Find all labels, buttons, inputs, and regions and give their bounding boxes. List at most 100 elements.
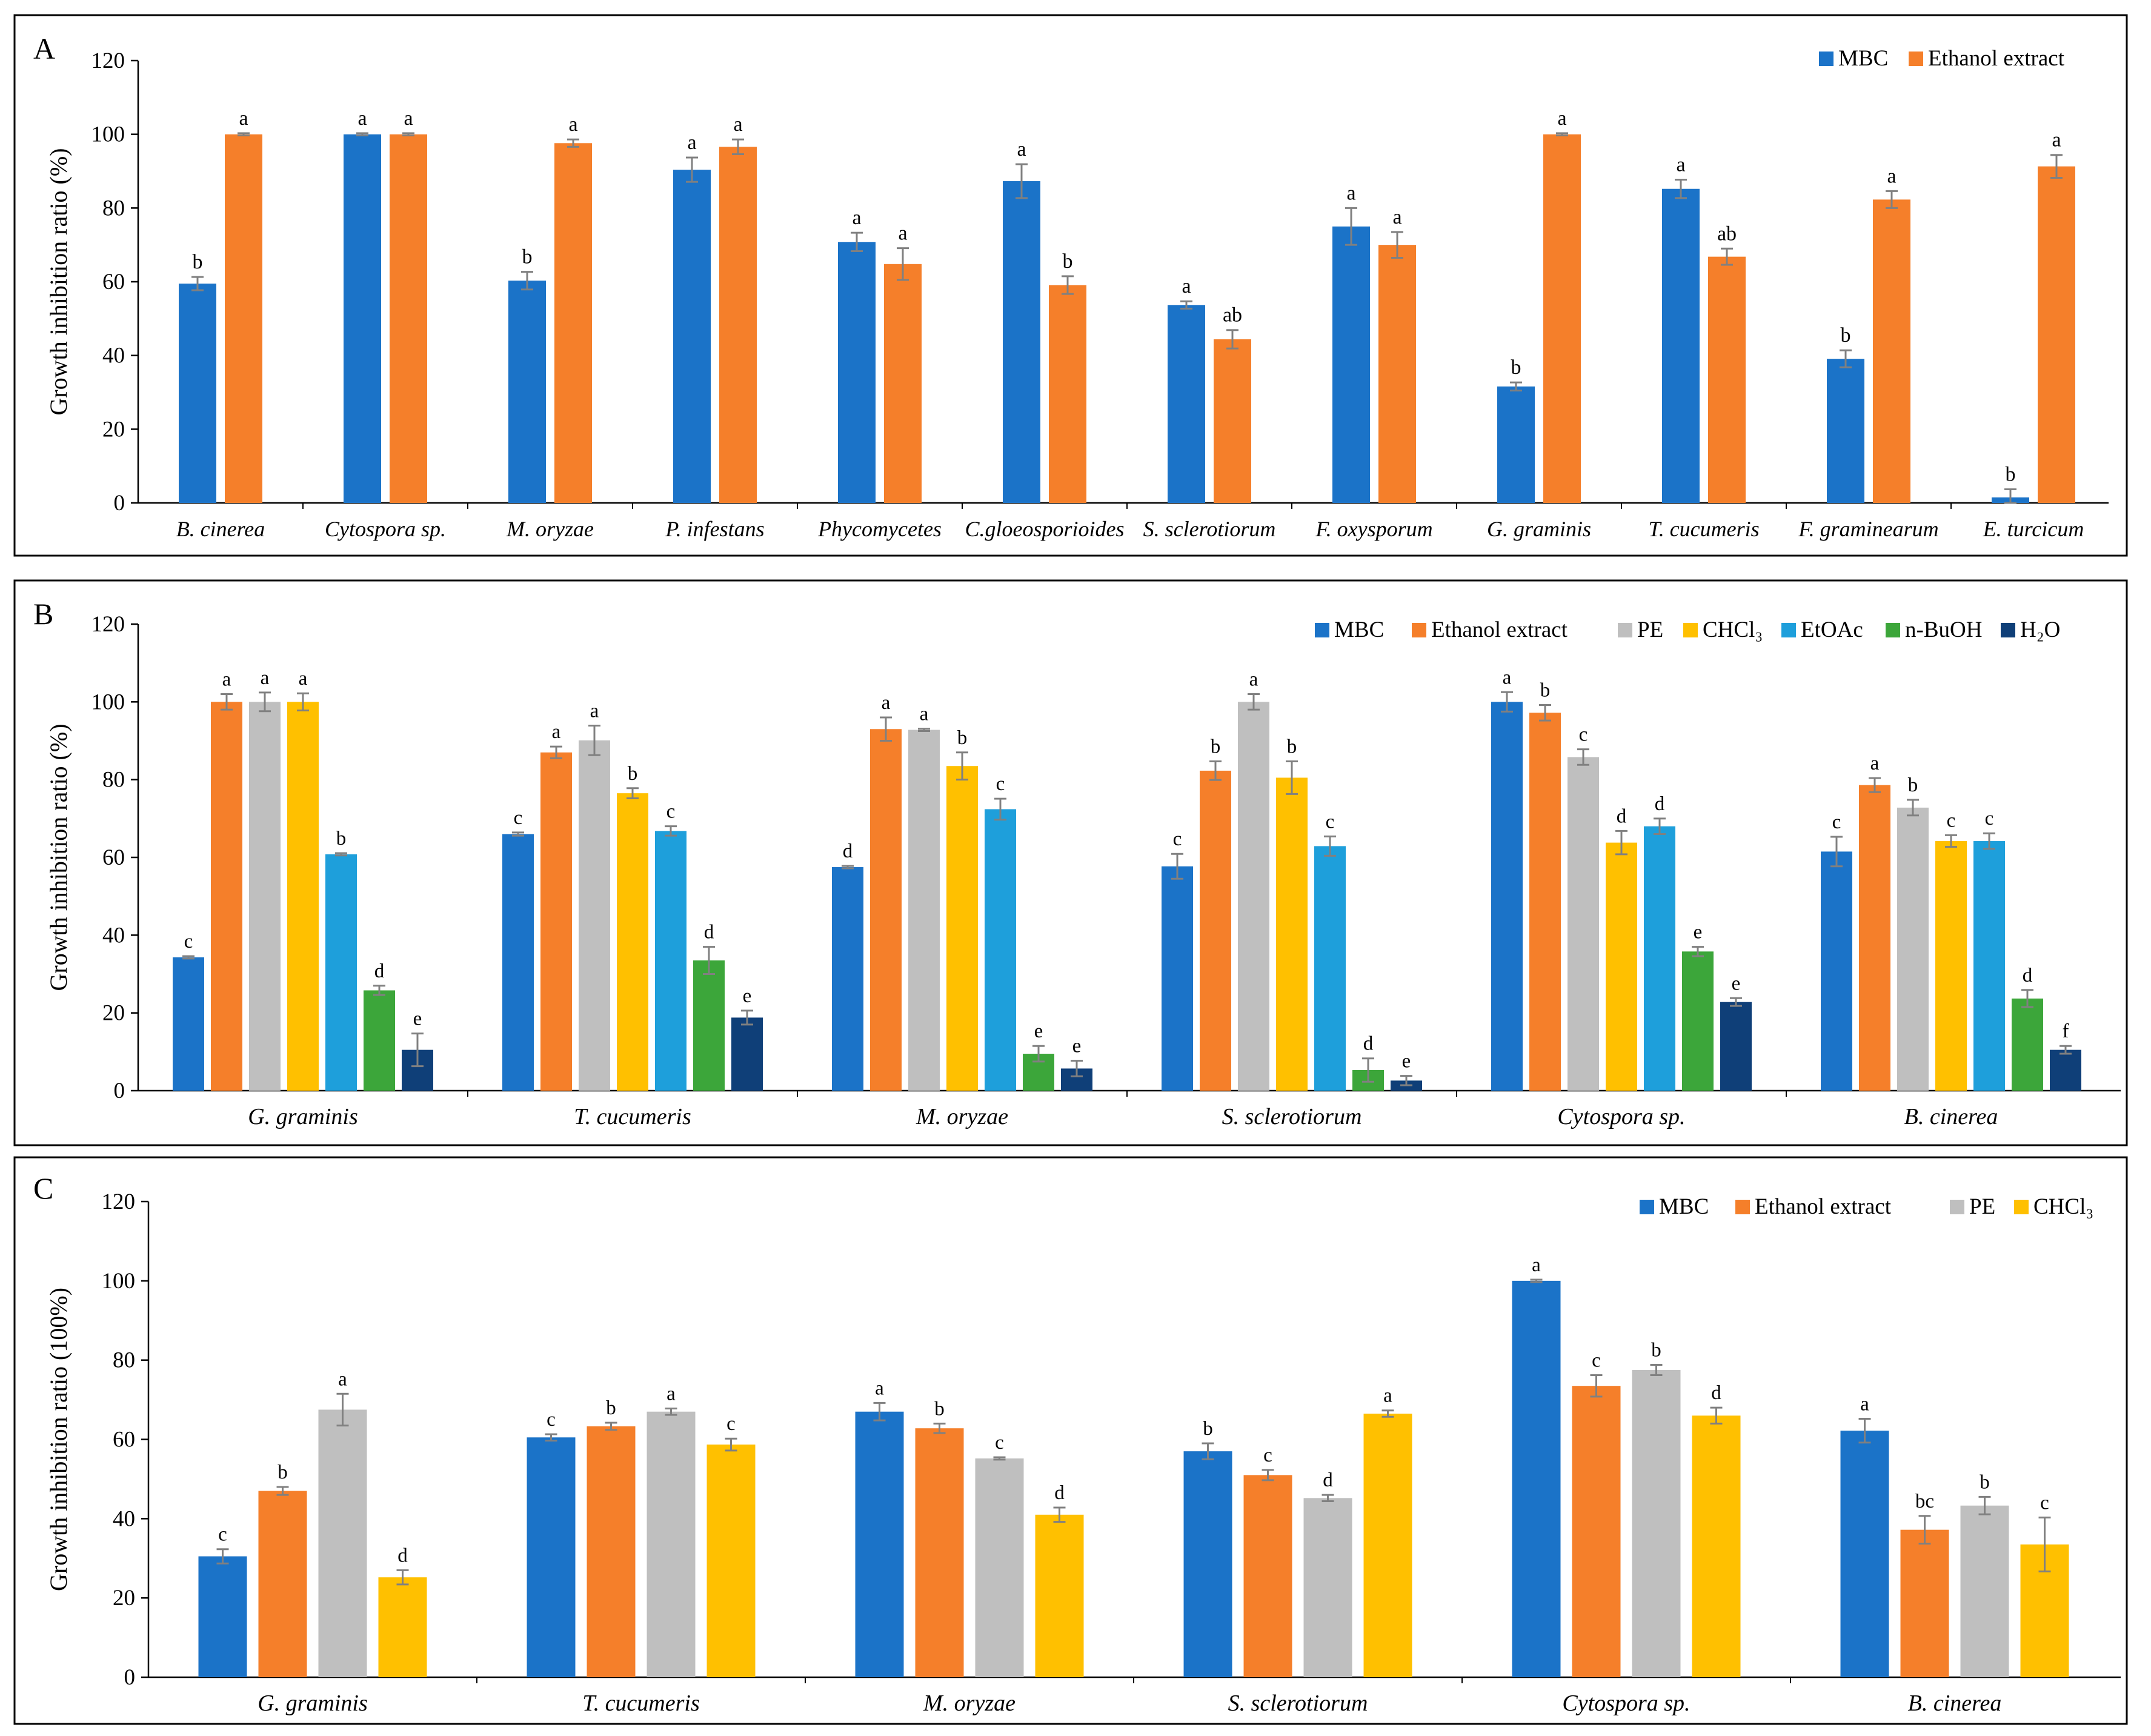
bar-mbc: [1162, 866, 1193, 1091]
category-label: T. cucumeris: [582, 1691, 700, 1716]
y-tick-label: 40: [102, 344, 125, 368]
significance-label: d: [1617, 805, 1627, 827]
bar-mbc: [502, 834, 534, 1091]
significance-label: d: [1363, 1033, 1374, 1055]
panel-letter: B: [33, 597, 53, 631]
bar-etoac: [325, 854, 357, 1091]
significance-label: a: [552, 721, 561, 743]
significance-label: d: [397, 1545, 408, 1566]
legend-label: EtOAc: [1801, 617, 1863, 642]
bar-ethanol-extract: [870, 729, 902, 1091]
bar-pe: [975, 1458, 1024, 1677]
significance-label: a: [1870, 753, 1880, 774]
significance-label: c: [514, 807, 523, 829]
y-tick-label: 120: [91, 48, 125, 73]
category-label: G. graminis: [258, 1691, 368, 1716]
significance-label: a: [1676, 153, 1685, 176]
bar-h-o: [1720, 1002, 1752, 1091]
legend-swatch: [2001, 623, 2015, 637]
category-label: G. graminis: [248, 1104, 358, 1129]
panel-b: B 0 20 40 60 80 100 120 Growth inhibition ratio …: [13, 579, 2128, 1146]
bar-chcl: [1276, 777, 1308, 1091]
significance-label: c: [1592, 1350, 1601, 1372]
significance-label: b: [2006, 463, 2016, 485]
significance-label: a: [1557, 107, 1566, 130]
y-tick-label: 100: [91, 122, 125, 147]
category-label: Cytospora sp.: [325, 517, 446, 541]
bar-ethanol-extract: [1708, 256, 1746, 503]
bar-etoac: [655, 831, 687, 1091]
y-tick-label: 80: [113, 1348, 135, 1373]
legend-label: PE: [1969, 1194, 1995, 1219]
bar-n-buoh: [2012, 998, 2043, 1091]
category-label: F. graminearum: [1798, 517, 1938, 541]
category-label: E. turcicum: [1983, 517, 2084, 541]
category-label: M. oryzae: [916, 1104, 1008, 1129]
bar-mbc: [838, 242, 876, 503]
significance-label: a: [222, 669, 231, 691]
bar-etoac: [1973, 841, 2005, 1091]
significance-label: a: [1249, 669, 1258, 691]
bar-pe: [1960, 1505, 2009, 1677]
panel-frame: [13, 579, 2128, 1146]
y-tick-label: 60: [102, 270, 125, 294]
bar-pe: [579, 740, 610, 1091]
bar-etoac: [985, 809, 1016, 1091]
bar-ethanol-extract: [1543, 134, 1581, 503]
significance-label: a: [590, 700, 599, 722]
legend-swatch: [1412, 623, 1426, 637]
bar-ethanol-extract: [1049, 285, 1086, 503]
bar-h-o: [731, 1017, 763, 1091]
y-axis-label: Growth inhibition ratio (%): [45, 148, 72, 415]
significance-label: a: [239, 107, 248, 130]
significance-label: b: [1511, 356, 1521, 379]
y-tick-label: 120: [91, 612, 125, 637]
significance-label: c: [218, 1524, 227, 1546]
significance-label: b: [193, 251, 203, 273]
significance-label: c: [667, 801, 676, 823]
bar-h-o: [2050, 1049, 2081, 1091]
bar-pe: [908, 730, 940, 1091]
bar-mbc: [1168, 305, 1205, 503]
y-tick-label: 0: [124, 1665, 136, 1690]
significance-label: d: [704, 922, 714, 943]
bar-mbc: [1183, 1451, 1232, 1677]
bar-ethanol-extract: [1859, 785, 1890, 1091]
category-label: S. sclerotiorum: [1143, 517, 1276, 541]
category-label: Cytospora sp.: [1557, 1104, 1685, 1129]
significance-label: a: [898, 222, 907, 245]
significance-label: a: [1182, 275, 1191, 298]
bar-mbc: [344, 134, 381, 503]
category-label: B. cinerea: [1908, 1691, 2002, 1716]
significance-label: b: [934, 1398, 945, 1420]
significance-label: c: [1173, 828, 1182, 850]
significance-label: c: [726, 1413, 736, 1435]
y-tick-label: 80: [102, 196, 125, 221]
bar-ethanol-extract: [2038, 166, 2075, 503]
legend-swatch: [1618, 623, 1632, 637]
bar-pe: [1303, 1498, 1352, 1677]
bar-mbc: [1003, 181, 1040, 503]
significance-label: e: [1034, 1020, 1043, 1042]
significance-label: a: [299, 668, 308, 690]
significance-label: a: [1392, 206, 1401, 228]
bar-mbc: [832, 867, 863, 1091]
bar-chcl: [378, 1577, 427, 1677]
bar-pe: [647, 1411, 696, 1677]
significance-label: e: [1402, 1051, 1411, 1073]
y-tick-label: 100: [91, 690, 125, 714]
significance-label: b: [606, 1397, 616, 1419]
y-tick-label: 0: [114, 1079, 125, 1103]
significance-label: b: [1651, 1340, 1661, 1362]
bar-etoac: [1644, 826, 1675, 1091]
y-tick-label: 60: [113, 1428, 135, 1452]
bar-mbc: [1497, 386, 1535, 503]
significance-label: c: [1832, 811, 1841, 833]
y-tick-label: 20: [113, 1586, 135, 1611]
significance-label: a: [882, 692, 891, 714]
bar-ethanol-extract: [1572, 1386, 1621, 1677]
category-label: T. cucumeris: [1648, 517, 1759, 541]
y-tick-label: 40: [102, 923, 125, 948]
significance-label: a: [568, 113, 577, 136]
